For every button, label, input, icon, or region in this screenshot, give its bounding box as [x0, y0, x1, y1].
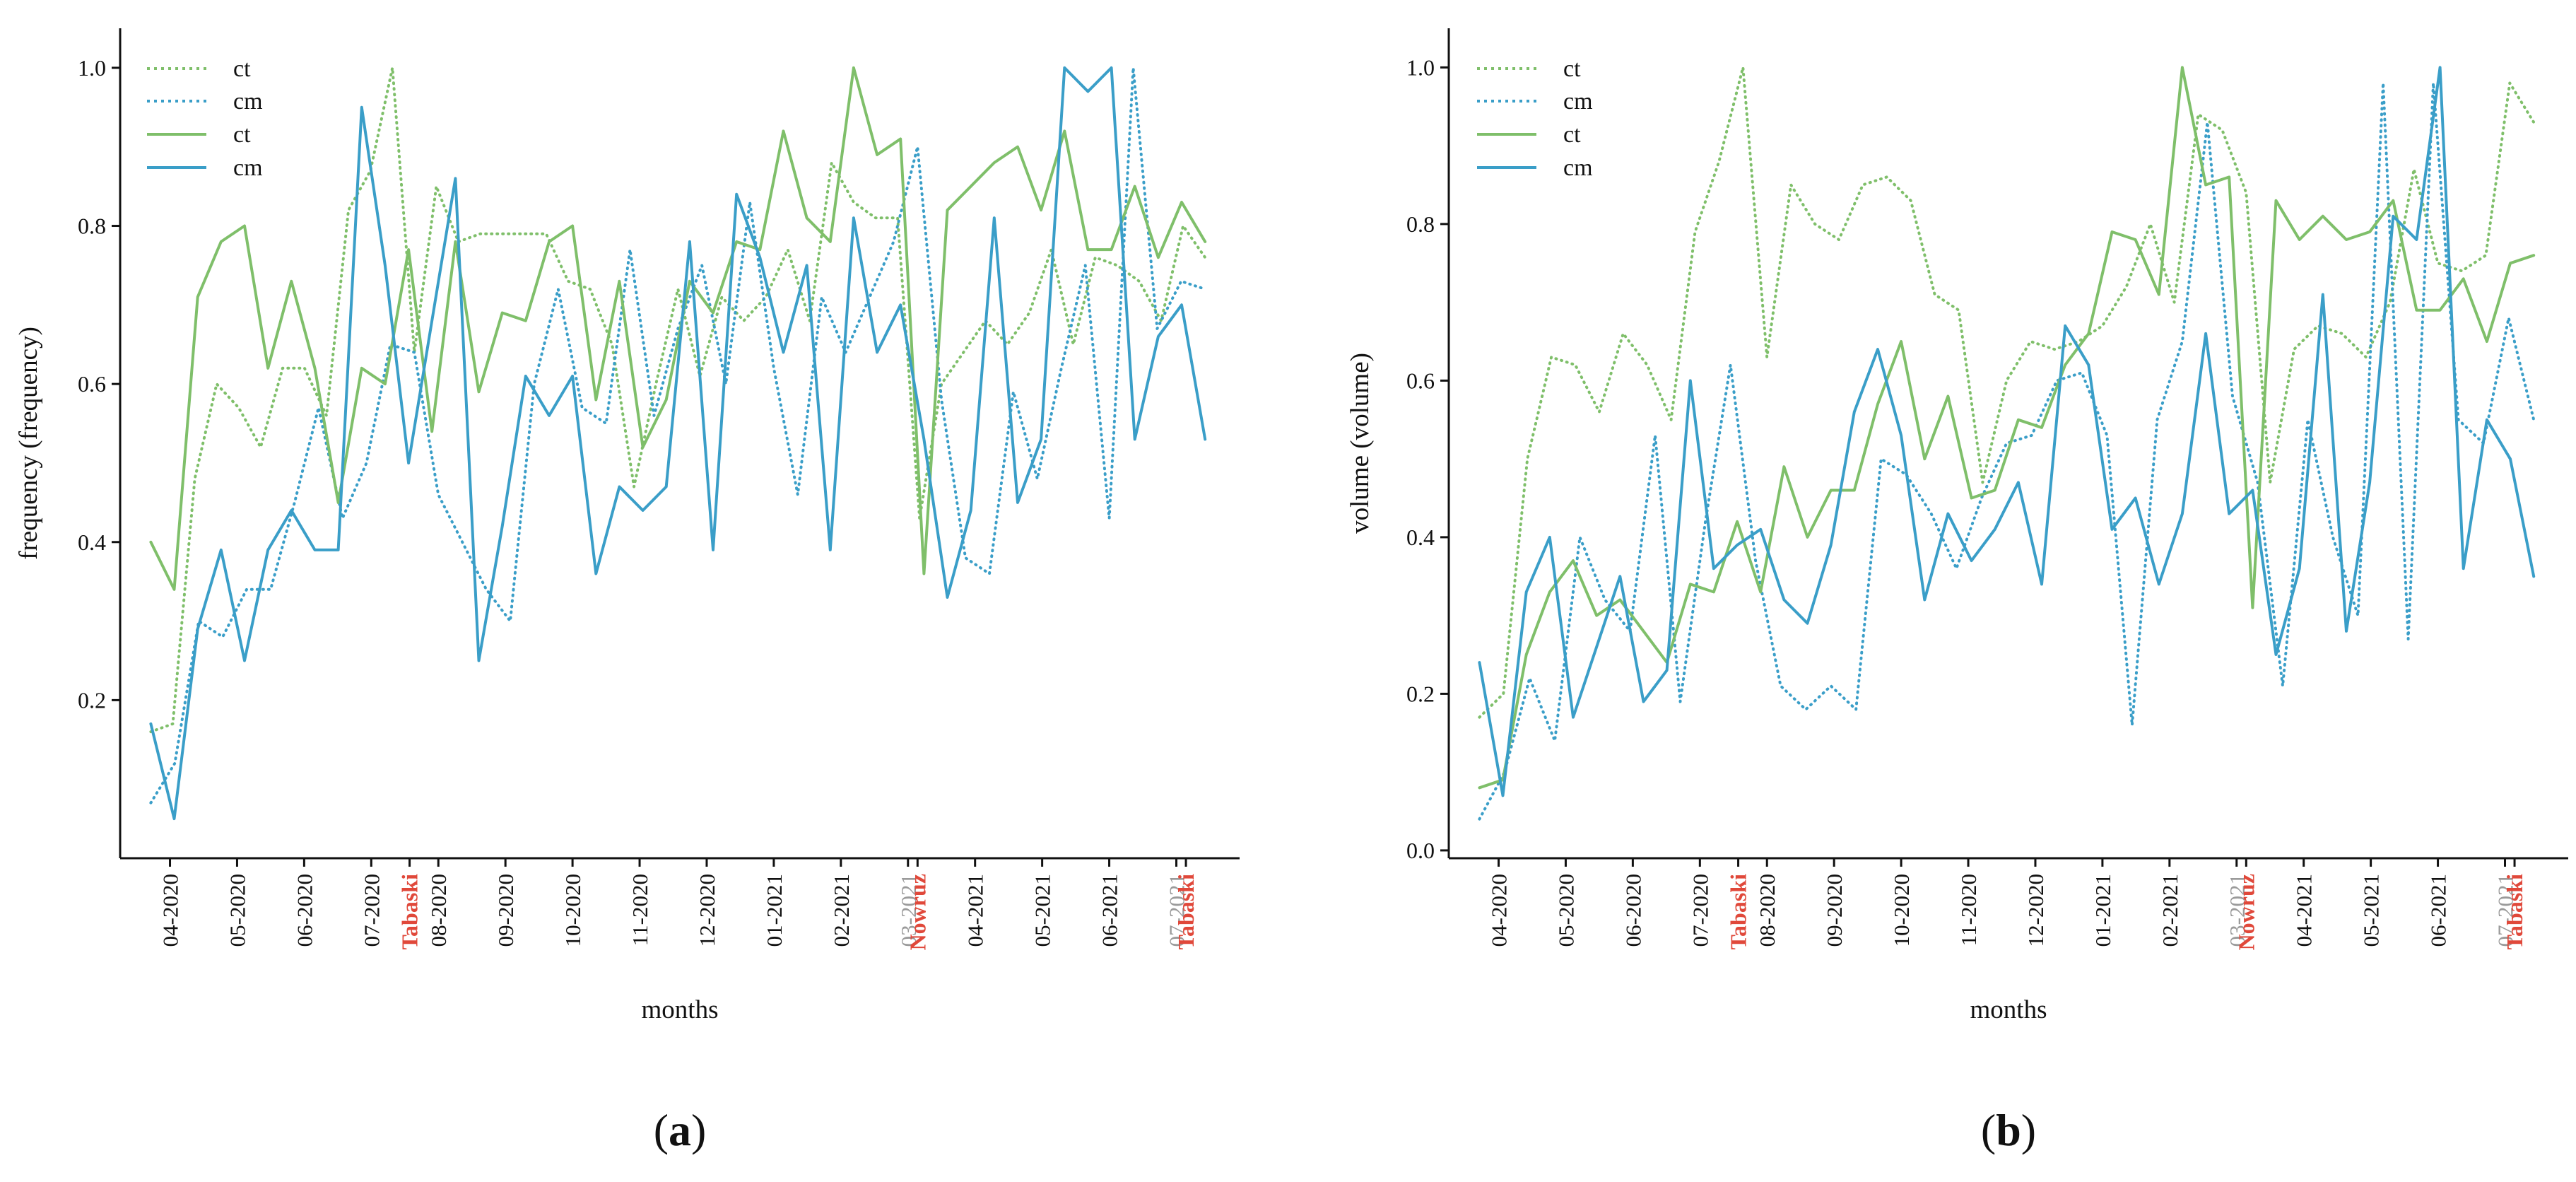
panel-b-series-ct-solid [1478, 66, 2536, 790]
panel-b-xtick-label: 06-2021 [2426, 874, 2451, 947]
panel-b-event-label: Nowruz [2233, 874, 2259, 950]
panel-a-yticks: 0.2 0.4 0.6 0.8 1.0 [78, 55, 120, 713]
panel-b-ytick-label: 0.6 [1406, 368, 1435, 393]
panel-b-axes [1447, 28, 2568, 860]
panel-a-xtick-label: 10-2020 [560, 874, 585, 947]
panel-a-series-cm-dotted [149, 66, 1207, 804]
panel-b-legend-label-cm-dotted: cm [1563, 88, 1593, 115]
panel-b-caption-letter: b [1996, 1105, 2021, 1155]
panel-b-xtick-label: 01-2021 [2090, 874, 2115, 947]
panel-b-xtick-label: 04-2021 [2292, 874, 2317, 947]
panel-b-xtick-label: 06-2020 [1621, 874, 1645, 947]
panel-a-ytick-label: 1.0 [78, 55, 106, 81]
panel-a-xtick-label: 05-2020 [225, 874, 249, 947]
panel-b: 0.0 0.2 0.4 0.6 0.8 1.0 04-2020 05-2020 06-2020… [1346, 28, 2568, 1155]
panel-a-event-label: Tabaski [1173, 874, 1199, 949]
panel-b-series-cm-solid [1478, 66, 2536, 797]
panel-a-xtick-label: 07-2021 [1164, 874, 1189, 947]
panel-a-xtick-label: 06-2020 [292, 874, 317, 947]
panel-a-xtick-label: 05-2021 [1030, 874, 1055, 947]
panel-a-ytick-label: 0.6 [78, 371, 106, 397]
panel-b-series [1478, 66, 2536, 821]
panel-a-x-axis-title: months [642, 995, 719, 1024]
panel-a-ytick-label: 0.2 [78, 687, 106, 713]
panel-a-ytick-label: 0.8 [78, 213, 106, 239]
panel-b-legend: ct cm ct cm [1477, 56, 1593, 181]
panel-b-legend-label-cm-solid: cm [1563, 155, 1593, 181]
panel-a-xtick-label: 06-2021 [1098, 874, 1122, 947]
panel-b-ytick-label: 0.2 [1406, 681, 1435, 706]
panel-b-x-axis-title: months [1970, 995, 2047, 1024]
panel-b-legend-label-ct-dotted: ct [1563, 56, 1581, 82]
panel-a-xtick-label: 04-2020 [158, 874, 183, 947]
panel-a-xtick-label: 07-2020 [359, 874, 384, 947]
panel-b-xticks: 04-2020 05-2020 06-2020 07-2020 08-2020 09-20… [1487, 858, 2527, 950]
panel-b-xtick-label: 07-2020 [1688, 874, 1712, 947]
panel-b-yticks: 0.0 0.2 0.4 0.6 0.8 1.0 [1406, 54, 1449, 863]
panel-b-xtick-label: 07-2021 [2493, 874, 2517, 947]
panel-a-ytick-label: 0.4 [78, 529, 106, 555]
panel-a: 0.2 0.4 0.6 0.8 1.0 04-2020 05-2020 06-2020 07-… [14, 28, 1240, 1155]
panel-a-xtick-label: 09-2020 [493, 874, 518, 947]
panel-a-xtick-label: 02-2021 [829, 874, 854, 947]
panel-b-series-cm-dotted [1478, 81, 2536, 821]
panel-a-legend-label-cm-solid: cm [233, 155, 263, 181]
panel-b-xtick-label: 12-2020 [2023, 874, 2048, 947]
panel-b-xtick-label: 04-2020 [1487, 874, 1512, 947]
panel-b-ytick-label: 0.8 [1406, 211, 1435, 237]
panel-a-legend-label-cm-dotted: cm [233, 88, 263, 115]
panel-b-xtick-label: 03-2021 [2225, 874, 2249, 947]
panel-b-xtick-label: 05-2021 [2359, 874, 2384, 947]
panel-a-legend: ct cm ct cm [147, 56, 263, 181]
panel-b-legend-label-ct-solid: ct [1563, 122, 1581, 148]
panel-a-xticks: 04-2020 05-2020 06-2020 07-2020 08-2020 09-20… [158, 858, 1199, 950]
panel-b-xtick-label: 08-2020 [1755, 874, 1780, 947]
panel-b-xtick-label: 09-2020 [1822, 874, 1847, 947]
panel-b-xtick-label: 11-2020 [1956, 874, 1981, 946]
panel-b-xtick-label: 02-2021 [2158, 874, 2182, 947]
panel-a-legend-label-ct-solid: ct [233, 122, 251, 148]
panel-a-xtick-label: 03-2021 [896, 874, 921, 947]
panel-b-caption: (b) [1981, 1105, 2036, 1155]
panel-a-xtick-label: 11-2020 [628, 874, 652, 946]
panel-a-legend-label-ct-dotted: ct [233, 56, 251, 82]
panel-a-xtick-label: 12-2020 [695, 874, 719, 947]
panel-a-xtick-label: 01-2021 [762, 874, 787, 947]
panel-b-ytick-label: 0.0 [1406, 838, 1435, 863]
panel-b-ytick-label: 1.0 [1406, 54, 1435, 80]
panel-a-series-cm-solid [149, 66, 1207, 821]
panel-a-event-label: Tabaski [397, 874, 423, 949]
panel-a-y-axis-title: frequency (frequency) [14, 327, 43, 560]
panel-a-xtick-label: 08-2020 [426, 874, 451, 947]
panel-a-xtick-label: 04-2021 [963, 874, 988, 947]
panel-a-gridless-axes [119, 28, 1240, 860]
panel-a-caption-letter: a [669, 1105, 691, 1155]
panel-b-event-label: Tabaski [1726, 874, 1751, 949]
panel-b-series-ct-dotted [1478, 66, 2536, 719]
panel-b-xtick-label: 05-2020 [1553, 874, 1578, 947]
panel-b-y-axis-title: volume (volume) [1346, 353, 1375, 534]
panel-b-xtick-label: 10-2020 [1889, 874, 1914, 947]
panel-b-ytick-label: 0.4 [1406, 525, 1435, 550]
panel-b-event-label: Tabaski [2502, 874, 2527, 949]
panel-a-series [149, 66, 1207, 821]
panel-a-caption: (a) [654, 1105, 707, 1155]
panel-a-event-label: Nowruz [905, 874, 930, 950]
panel-a-series-ct-dotted [149, 66, 1207, 734]
panel-a-series-ct-solid [149, 66, 1207, 591]
